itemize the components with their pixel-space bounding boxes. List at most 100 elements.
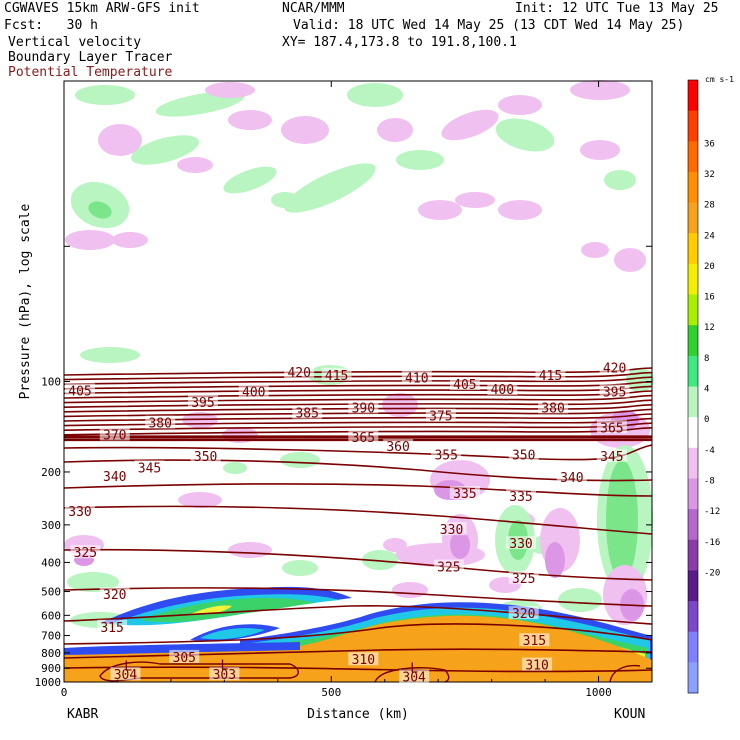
contour-label-bg — [134, 460, 165, 474]
cross-section-coords: XY= 187.4,173.8 to 191.8,100.1 — [282, 35, 517, 50]
colorbar-label: 36 — [704, 139, 715, 149]
theta-contour — [63, 444, 653, 461]
contour-label: 310 — [525, 659, 548, 674]
vertical-velocity-patch — [223, 462, 247, 474]
contour-label-bg — [596, 420, 627, 434]
contour-labels: 420 415 410 405 400 415 420 405 395 400 385 390 375 3… — [65, 360, 630, 686]
contour-label: 395 — [603, 386, 626, 401]
field-potential-temperature: Potential Temperature — [8, 65, 173, 80]
vertical-velocity-patch — [75, 85, 135, 105]
contour-label-bg — [348, 429, 379, 443]
y-tick-label: 300 — [41, 519, 61, 532]
vertical-velocity-patch — [65, 230, 115, 250]
field-vertical-velocity: Vertical velocity — [8, 35, 142, 50]
contour-label: 385 — [295, 407, 318, 422]
y-tick-label: 900 — [41, 662, 61, 675]
contour-label: 320 — [512, 607, 535, 622]
contour-label-bg — [431, 447, 462, 461]
y-axis-label: Pressure (hPa), log scale — [18, 203, 33, 399]
colorbar-swatch — [688, 141, 698, 173]
contour-label-bg — [519, 633, 550, 647]
contour-label: 305 — [173, 651, 196, 666]
vertical-velocity-patch — [228, 110, 272, 130]
contour-label-bg — [487, 382, 518, 396]
forecast-hour: Fcst: 30 h — [4, 18, 98, 33]
x-axis-label: Distance (km) — [307, 707, 409, 722]
theta-contour — [63, 587, 653, 607]
vertical-velocity-patch — [418, 200, 462, 220]
contour-label: 330 — [68, 505, 91, 520]
tracer-boundary-edge — [64, 642, 300, 655]
contour-label: 365 — [352, 431, 375, 446]
vertical-velocity-patch — [112, 232, 148, 248]
contour-label: 380 — [148, 417, 171, 432]
colorbar-label: -8 — [704, 476, 715, 486]
contour-label-bg — [399, 669, 430, 683]
contour-label: 410 — [405, 372, 428, 387]
contour-label-bg — [321, 367, 352, 381]
colorbar-label: 28 — [704, 201, 715, 211]
init-time: Init: 12 UTC Tue 13 May 25 — [515, 1, 719, 16]
vertical-velocity-patch — [498, 95, 542, 115]
vertical-velocity-patch — [396, 150, 444, 170]
vertical-velocity-patch — [581, 242, 609, 258]
vertical-velocity-patch — [223, 166, 277, 194]
contour-label-bg — [596, 449, 627, 463]
potential-temperature-contours — [63, 367, 653, 683]
contour-label: 335 — [509, 490, 532, 505]
contour-label: 304 — [402, 671, 426, 686]
tracer-mid-layer — [200, 628, 265, 640]
colorbar-swatch — [688, 294, 698, 326]
x-tick-label: 1000 — [585, 686, 612, 699]
vertical-velocity-patch — [347, 83, 403, 107]
colorbar-swatch — [688, 263, 698, 296]
vertical-velocity-patch — [155, 91, 245, 117]
colorbar-swatch — [688, 202, 698, 234]
contour-label-bg — [556, 470, 587, 484]
contour-label: 315 — [100, 621, 123, 636]
colorbar-label: -12 — [704, 507, 720, 517]
vertical-velocity-patch — [284, 163, 376, 213]
contour-label: 330 — [440, 523, 463, 538]
contour-label-bg — [348, 652, 379, 666]
colorbar-label: -16 — [704, 538, 720, 548]
contour-label: 330 — [509, 537, 532, 552]
contour-label: 345 — [600, 450, 623, 465]
field-boundary-layer-tracer: Boundary Layer Tracer — [8, 50, 173, 65]
contour-label: 415 — [539, 369, 562, 384]
colorbar-swatch — [688, 355, 698, 387]
colorbar-label: 32 — [704, 170, 715, 180]
low-marker: L — [124, 659, 132, 674]
vertical-velocity-patch — [131, 135, 199, 165]
contour-label-bg — [508, 570, 539, 584]
vertical-velocity-patch — [392, 582, 428, 598]
y-tick-label: 100 — [41, 376, 61, 389]
left-station-label: KABR — [67, 707, 98, 722]
contour-label-bg — [99, 587, 130, 601]
vertical-velocity-patch — [88, 201, 112, 219]
colorbar-swatch — [688, 171, 698, 204]
vertical-velocity-patch — [281, 116, 329, 144]
vertical-velocity-patch — [205, 82, 255, 98]
contour-label: 340 — [560, 471, 583, 486]
y-tick-label: 700 — [41, 629, 61, 642]
contour-label: 365 — [600, 421, 623, 436]
vertical-velocity-patch — [498, 200, 542, 220]
colorbar-swatch — [688, 601, 698, 633]
vertical-velocity-patch — [606, 460, 638, 580]
contour-label-bg — [292, 405, 323, 419]
vertical-velocity-patch — [280, 452, 320, 468]
vertical-velocity-patch — [178, 492, 222, 508]
contour-label: 345 — [138, 461, 161, 476]
theta-contour — [63, 413, 653, 422]
y-tick-label: 1000 — [35, 676, 62, 689]
theta-contour — [63, 548, 653, 581]
colorbar-swatch — [688, 386, 698, 418]
colorbar-label: 24 — [704, 231, 715, 241]
tracer-upper-layer — [190, 605, 232, 615]
colorbar-swatch — [688, 631, 698, 663]
vertical-velocity-patch — [362, 550, 398, 570]
y-tick-label: 500 — [41, 586, 61, 599]
contour-label: 405 — [453, 378, 476, 393]
